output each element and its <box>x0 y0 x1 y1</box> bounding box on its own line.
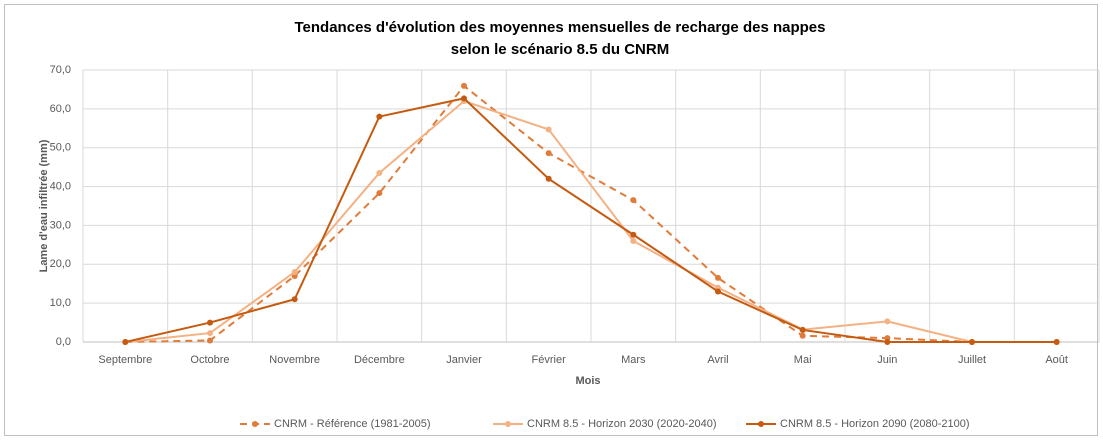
y-tick-label: 0,0 <box>56 336 71 348</box>
data-point <box>376 113 383 120</box>
x-tick-label: Mai <box>794 354 812 366</box>
data-point <box>207 319 213 326</box>
x-axis-label: Mois <box>575 375 600 387</box>
data-point <box>291 269 298 276</box>
x-tick-label: Avril <box>707 354 728 366</box>
chart-frame <box>4 4 1098 436</box>
x-tick-label: Janvier <box>446 354 482 366</box>
chart-subtitle: selon le scénario 8.5 du CNRM <box>451 41 669 58</box>
x-tick-label: Août <box>1045 354 1068 366</box>
x-tick-label: Octobre <box>190 354 229 366</box>
data-point <box>545 175 552 182</box>
data-point <box>630 237 637 244</box>
x-tick-label: Juillet <box>958 354 986 366</box>
legend-marker <box>758 421 764 427</box>
y-tick-label: 60,0 <box>50 103 71 115</box>
legend-label: CNRM - Référence (1981-2005) <box>274 418 431 430</box>
data-point <box>630 231 637 238</box>
x-tick-label: Septembre <box>98 354 152 366</box>
data-point <box>630 197 637 204</box>
y-tick-label: 40,0 <box>50 180 71 192</box>
series-line <box>125 84 1057 343</box>
data-point <box>461 82 467 89</box>
y-tick-label: 50,0 <box>50 142 71 154</box>
y-axis-label: Lame d'eau infiltrée (mm) <box>38 139 50 272</box>
x-tick-label: Juin <box>877 354 897 366</box>
data-point <box>207 330 213 337</box>
data-point <box>122 339 129 345</box>
data-point <box>715 288 721 295</box>
data-point <box>545 126 552 133</box>
y-tick-label: 30,0 <box>50 219 71 231</box>
data-point <box>799 332 806 339</box>
data-point <box>207 337 213 344</box>
data-point <box>1053 339 1060 345</box>
x-tick-label: Mars <box>621 354 646 366</box>
chart-title: Tendances d'évolution des moyennes mensu… <box>295 19 826 36</box>
data-point <box>376 169 383 176</box>
data-point <box>884 339 891 345</box>
legend-label: CNRM 8.5 - Horizon 2090 (2080-2100) <box>780 418 970 430</box>
data-point <box>715 274 721 281</box>
legend-label: CNRM 8.5 - Horizon 2030 (2020-2040) <box>527 418 717 430</box>
data-point <box>461 95 467 102</box>
x-tick-label: Décembre <box>354 354 405 366</box>
legend-marker <box>252 421 258 427</box>
data-point <box>376 190 383 197</box>
legend-marker <box>505 421 511 427</box>
y-tick-label: 10,0 <box>50 297 71 309</box>
series-line <box>125 97 1057 343</box>
data-point <box>545 150 552 157</box>
data-point <box>291 296 298 303</box>
data-point <box>884 318 891 325</box>
x-tick-label: Novembre <box>269 354 320 366</box>
y-tick-label: 70,0 <box>50 64 71 76</box>
series-line <box>125 99 1057 343</box>
y-tick-label: 20,0 <box>50 258 71 270</box>
data-point <box>969 339 975 345</box>
x-tick-label: Février <box>532 354 567 366</box>
data-point <box>799 326 806 333</box>
